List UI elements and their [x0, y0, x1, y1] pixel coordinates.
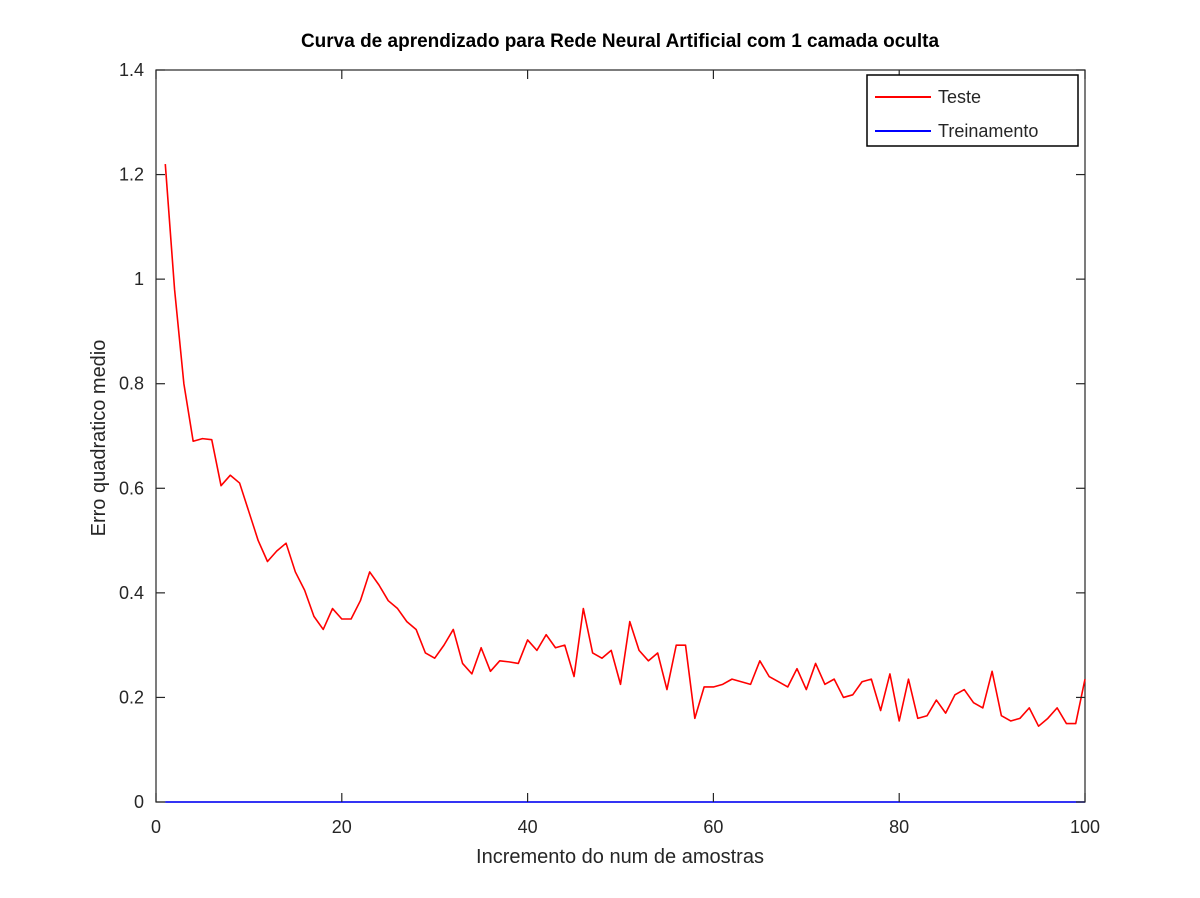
x-tick-label: 0: [151, 817, 161, 837]
y-tick-label: 0.4: [119, 583, 144, 603]
x-axis-label: Incremento do num de amostras: [476, 846, 764, 868]
y-tick-label: 0: [134, 792, 144, 812]
y-axis-label: Erro quadratico medio: [88, 340, 110, 537]
series-layer: [164, 164, 1086, 803]
legend-label-teste: Teste: [938, 87, 981, 107]
legend-box: [866, 74, 1079, 147]
chart-title: Curva de aprendizado para Rede Neural Ar…: [301, 31, 940, 52]
x-tick-label: 100: [1070, 817, 1100, 837]
legend: Teste Treinamento: [866, 74, 1079, 147]
legend-label-treinamento: Treinamento: [938, 121, 1038, 141]
y-tick-label: 0.6: [119, 478, 144, 498]
axes-box: [155, 69, 1086, 803]
y-tick-label: 1: [134, 269, 144, 289]
x-tick-label: 40: [518, 817, 538, 837]
x-tick-label: 60: [703, 817, 723, 837]
y-tick-label: 0.2: [119, 687, 144, 707]
x-tick-label: 20: [332, 817, 352, 837]
y-tick-label: 0.8: [119, 374, 144, 394]
y-tick-label: 1.2: [119, 165, 144, 185]
x-tick-label: 80: [889, 817, 909, 837]
series-line-teste: [164, 164, 1086, 727]
tick-labels: 0 20 40 60 80 100 0 0.2 0.4 0.6 0.8 1 1.2 1.4: [119, 60, 1100, 837]
y-tick-label: 1.4: [119, 60, 144, 80]
plot-area: [155, 69, 1086, 803]
